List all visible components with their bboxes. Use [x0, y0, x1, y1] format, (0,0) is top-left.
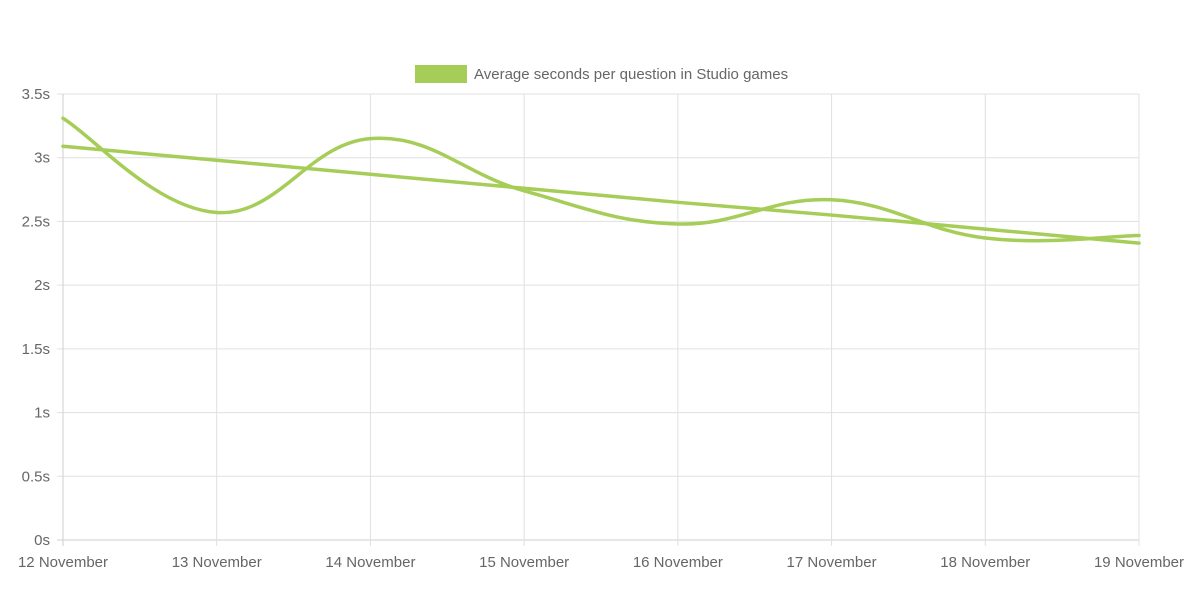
x-tick-label: 16 November: [633, 554, 723, 571]
series-lines: [61, 116, 1141, 245]
x-tick-label: 17 November: [787, 554, 877, 571]
y-tick-label: 3.5s: [22, 86, 50, 103]
x-tick-label: 12 November: [18, 554, 108, 571]
x-tick-label: 18 November: [940, 554, 1030, 571]
x-tick-label: 15 November: [479, 554, 569, 571]
y-tick-label: 1.5s: [22, 341, 50, 358]
legend-label[interactable]: Average seconds per question in Studio g…: [474, 66, 788, 83]
y-tick-label: 2s: [34, 277, 50, 294]
series-line[interactable]: [61, 116, 1141, 243]
y-tick-label: 2.5s: [22, 213, 50, 230]
y-tick-label: 0.5s: [22, 468, 50, 485]
legend-swatch[interactable]: [415, 65, 467, 83]
x-tick-label: 14 November: [325, 554, 415, 571]
x-tick-label: 19 November: [1094, 554, 1184, 571]
y-tick-label: 3s: [34, 150, 50, 167]
x-tick-label: 13 November: [172, 554, 262, 571]
y-tick-label: 0s: [34, 532, 50, 549]
y-tick-label: 1s: [34, 405, 50, 422]
axes: 0s 0.5s 1s 1.5s 2s 2.5s 3s 3.5s 12 November 13 No…: [18, 86, 1184, 571]
grid: [57, 93, 1140, 546]
legend[interactable]: Average seconds per question in Studio g…: [415, 65, 788, 83]
trend-line[interactable]: [61, 144, 1141, 245]
